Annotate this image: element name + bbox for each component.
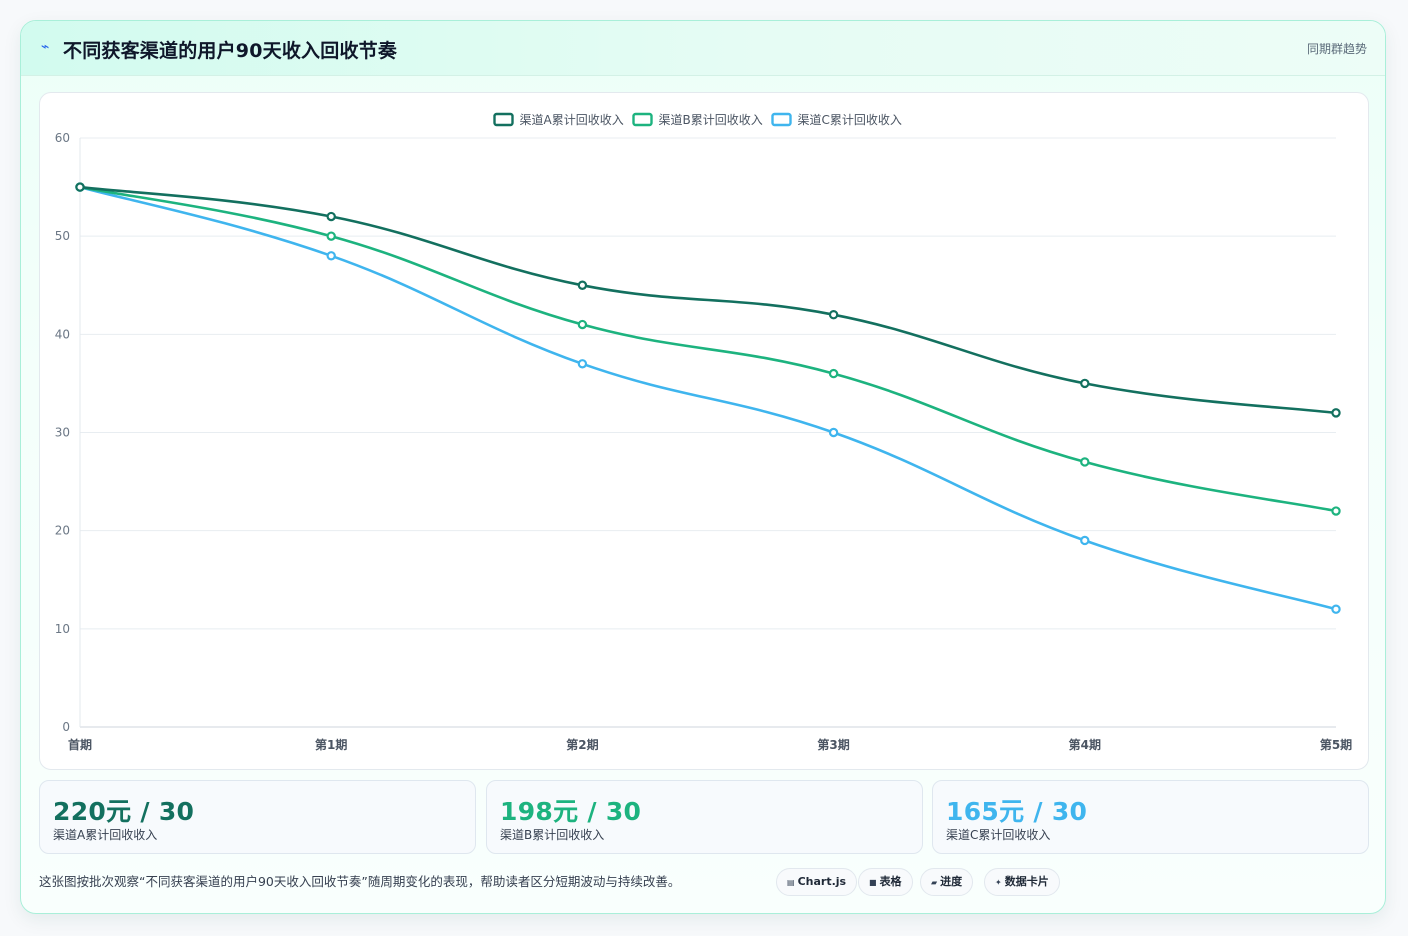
progress-icon: ▰ [931, 878, 938, 887]
data-point [1080, 535, 1090, 546]
x-tick-label: 第3期 [817, 737, 849, 752]
data-point [828, 427, 839, 438]
chip-chartjs[interactable]: ▤ Chart.js [776, 868, 858, 896]
y-tick-label: 20 [55, 524, 70, 538]
series-line-2 [78, 185, 1338, 611]
chip-table[interactable]: ■ 表格 [858, 868, 913, 896]
lightning-icon: ⌁ [41, 39, 50, 55]
chip-label: 数据卡片 [1004, 875, 1049, 888]
y-tick-label: 0 [62, 720, 70, 734]
data-point [828, 368, 839, 379]
data-point [326, 251, 336, 261]
chip-progress[interactable]: ▰ 进度 [920, 868, 974, 896]
chart-icon: ▤ [787, 878, 795, 887]
y-tick-label: 50 [55, 229, 70, 243]
chip-label: 进度 [940, 875, 963, 888]
stat-card-c: 165元 / 30 渠道C累计回收收入 [932, 780, 1369, 854]
data-point [1080, 378, 1090, 389]
stat-card-a: 220元 / 30 渠道A累计回收收入 [39, 780, 476, 854]
line-chart: 0 10 20 30 40 50 60 首期 第1期 第2期 第3期 第4期 第5期 渠道A累计回收收入 渠… [55, 112, 1352, 752]
chip-label: Chart.js [797, 875, 847, 888]
series-line-1 [78, 185, 1338, 513]
y-tick-label: 30 [55, 426, 70, 440]
card-header: ⌁ 不同获客渠道的用户90天收入回收节奏 同期群趋势 [21, 21, 1385, 76]
x-tick-label: 首期 [68, 737, 92, 752]
legend-label: 渠道B累计回收收入 [659, 113, 763, 127]
x-tick-label: 第2期 [566, 737, 598, 752]
chart-container: 0 10 20 30 40 50 60 首期 第1期 第2期 第3期 第4期 第5期 渠道A累计回收收入 渠… [39, 92, 1369, 770]
legend-label: 渠道A累计回收收入 [520, 113, 624, 127]
chart-card: ⌁ 不同获客渠道的用户90天收入回收节奏 同期群趋势 0 10 20 30 40 50 60… [20, 20, 1386, 914]
data-point [577, 280, 588, 290]
data-point [326, 231, 336, 241]
data-point [577, 359, 588, 369]
chip-label: 表格 [879, 875, 902, 888]
legend-label: 渠道C累计回收收入 [798, 113, 902, 127]
stat-card-b: 198元 / 30 渠道B累计回收收入 [486, 780, 923, 854]
data-point [1331, 604, 1341, 614]
data-point [326, 211, 336, 222]
chip-data-card[interactable]: ✦ 数据卡片 [984, 868, 1060, 896]
data-point [577, 319, 588, 330]
data-point [1331, 408, 1341, 418]
x-tick-label: 第4期 [1069, 737, 1101, 752]
y-tick-label: 10 [55, 622, 70, 636]
data-point [75, 182, 85, 192]
stat-value: 220元 / 30 [53, 797, 195, 826]
legend-swatch [632, 112, 653, 127]
stat-label: 渠道A累计回收收入 [53, 828, 158, 842]
y-tick-label: 60 [55, 131, 70, 145]
data-point [1331, 506, 1341, 516]
stat-value: 165元 / 30 [946, 797, 1088, 826]
x-tick-label: 第5期 [1320, 737, 1352, 752]
legend-swatch [771, 112, 792, 127]
series-line-0 [78, 185, 1338, 415]
stat-label: 渠道C累计回收收入 [946, 828, 1051, 842]
x-tick-label: 第1期 [315, 737, 347, 752]
footer-note: 这张图按批次观察“不同获客渠道的用户90天收入回收节奏”随周期变化的表现，帮助读… [39, 874, 681, 889]
stat-value: 198元 / 30 [500, 797, 642, 826]
table-icon: ■ [869, 878, 877, 887]
y-tick-label: 40 [55, 327, 70, 341]
sparkle-icon: ✦ [995, 878, 1002, 887]
data-point [1080, 457, 1090, 467]
page-title: 不同获客渠道的用户90天收入回收节奏 [63, 40, 398, 62]
data-point [828, 309, 839, 320]
stat-label: 渠道B累计回收收入 [500, 828, 605, 842]
legend-swatch [493, 112, 514, 127]
header-tag: 同期群趋势 [1306, 42, 1367, 56]
